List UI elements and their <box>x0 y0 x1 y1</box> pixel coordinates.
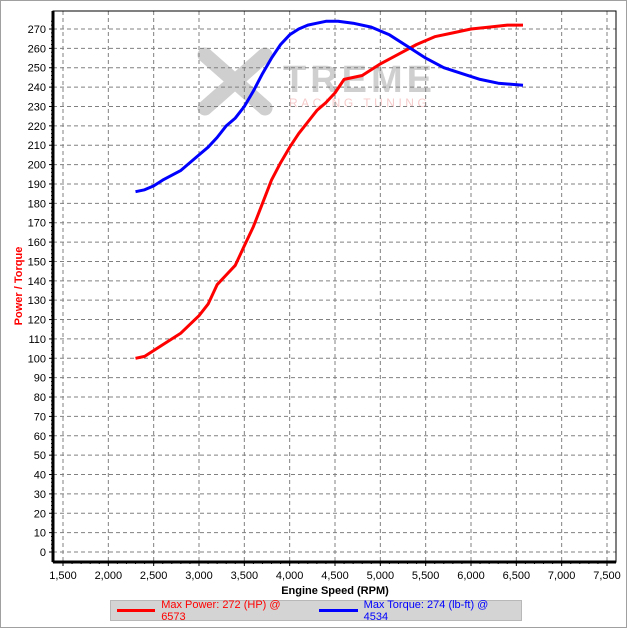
power-curve <box>135 23 523 360</box>
x-tick-label: 6,000 <box>457 570 485 582</box>
power-line-swatch <box>117 609 156 612</box>
x-tick-label: 2,000 <box>95 570 123 582</box>
axes: 0 10 20 30 40 50 60 70 80 90 100 110 120 130 140 150 160… <box>28 10 621 582</box>
legend-torque-label: Max Torque: 274 (lb-ft) @ 4534 <box>363 598 489 623</box>
y-tick-label: 150 <box>28 256 46 268</box>
x-tick-label: 3,000 <box>185 570 213 582</box>
y-tick-label: 260 <box>28 43 46 55</box>
y-tick-label: 230 <box>28 101 46 113</box>
legend-power-label: Max Power: 272 (HP) @ 6573 <box>161 598 281 623</box>
y-tick-label: 20 <box>34 508 46 520</box>
x-axis-label: Engine Speed (RPM) <box>281 585 389 597</box>
x-tick-label: 5,000 <box>367 570 395 582</box>
y-tick-label: 140 <box>28 276 46 288</box>
y-tick-label: 40 <box>34 470 46 482</box>
y-tick-label: 170 <box>28 218 46 230</box>
y-tick-label: 200 <box>28 160 46 172</box>
y-tick-label: 180 <box>28 198 46 210</box>
x-tick-label: 1,500 <box>49 570 77 582</box>
y-tick-label: 90 <box>34 373 46 385</box>
y-tick-label: 80 <box>34 392 46 404</box>
y-tick-label: 70 <box>34 411 46 423</box>
y-tick-label: 250 <box>28 63 46 75</box>
y-tick-label: 30 <box>34 489 46 501</box>
x-logo-icon <box>197 47 273 116</box>
y-tick-label: 50 <box>34 450 46 462</box>
x-tick-label: 3,500 <box>231 570 259 582</box>
y-tick-label: 10 <box>34 528 46 540</box>
y-tick-label: 190 <box>28 179 46 191</box>
y-tick-label: 130 <box>28 295 46 307</box>
legend: Max Power: 272 (HP) @ 6573 Max Torque: 2… <box>110 599 522 623</box>
torque-curve <box>135 19 524 194</box>
x-tick-label: 5,500 <box>412 570 440 582</box>
y-tick-label: 60 <box>34 431 46 443</box>
y-axis-label: Power / Torque <box>13 247 25 326</box>
y-tick-label: 100 <box>28 353 46 365</box>
y-tick-label: 0 <box>40 547 46 559</box>
legend-item-power: Max Power: 272 (HP) @ 6573 <box>117 599 301 623</box>
y-tick-label: 110 <box>28 334 46 346</box>
legend-item-torque: Max Torque: 274 (lb-ft) @ 4534 <box>319 599 509 623</box>
watermark-brand: TREME <box>283 59 436 101</box>
x-tick-label: 7,000 <box>548 570 576 582</box>
y-tick-label: 220 <box>28 121 46 133</box>
grid-lines <box>53 11 616 562</box>
x-tick-label: 4,500 <box>321 570 349 582</box>
y-tick-label: 270 <box>28 24 46 36</box>
torque-line-swatch <box>319 609 358 612</box>
series-lines <box>135 19 524 360</box>
y-tick-label: 240 <box>28 82 46 94</box>
xtreme-watermark: TREME RACING TUNING <box>197 47 436 116</box>
x-tick-label: 6,500 <box>503 570 531 582</box>
y-tick-label: 160 <box>28 237 46 249</box>
x-tick-label: 7,500 <box>593 570 621 582</box>
x-tick-label: 4,000 <box>276 570 304 582</box>
x-tick-label: 2,500 <box>140 570 168 582</box>
watermark-tagline: RACING TUNING <box>289 96 430 110</box>
y-tick-label: 120 <box>28 315 46 327</box>
y-tick-label: 210 <box>28 140 46 152</box>
